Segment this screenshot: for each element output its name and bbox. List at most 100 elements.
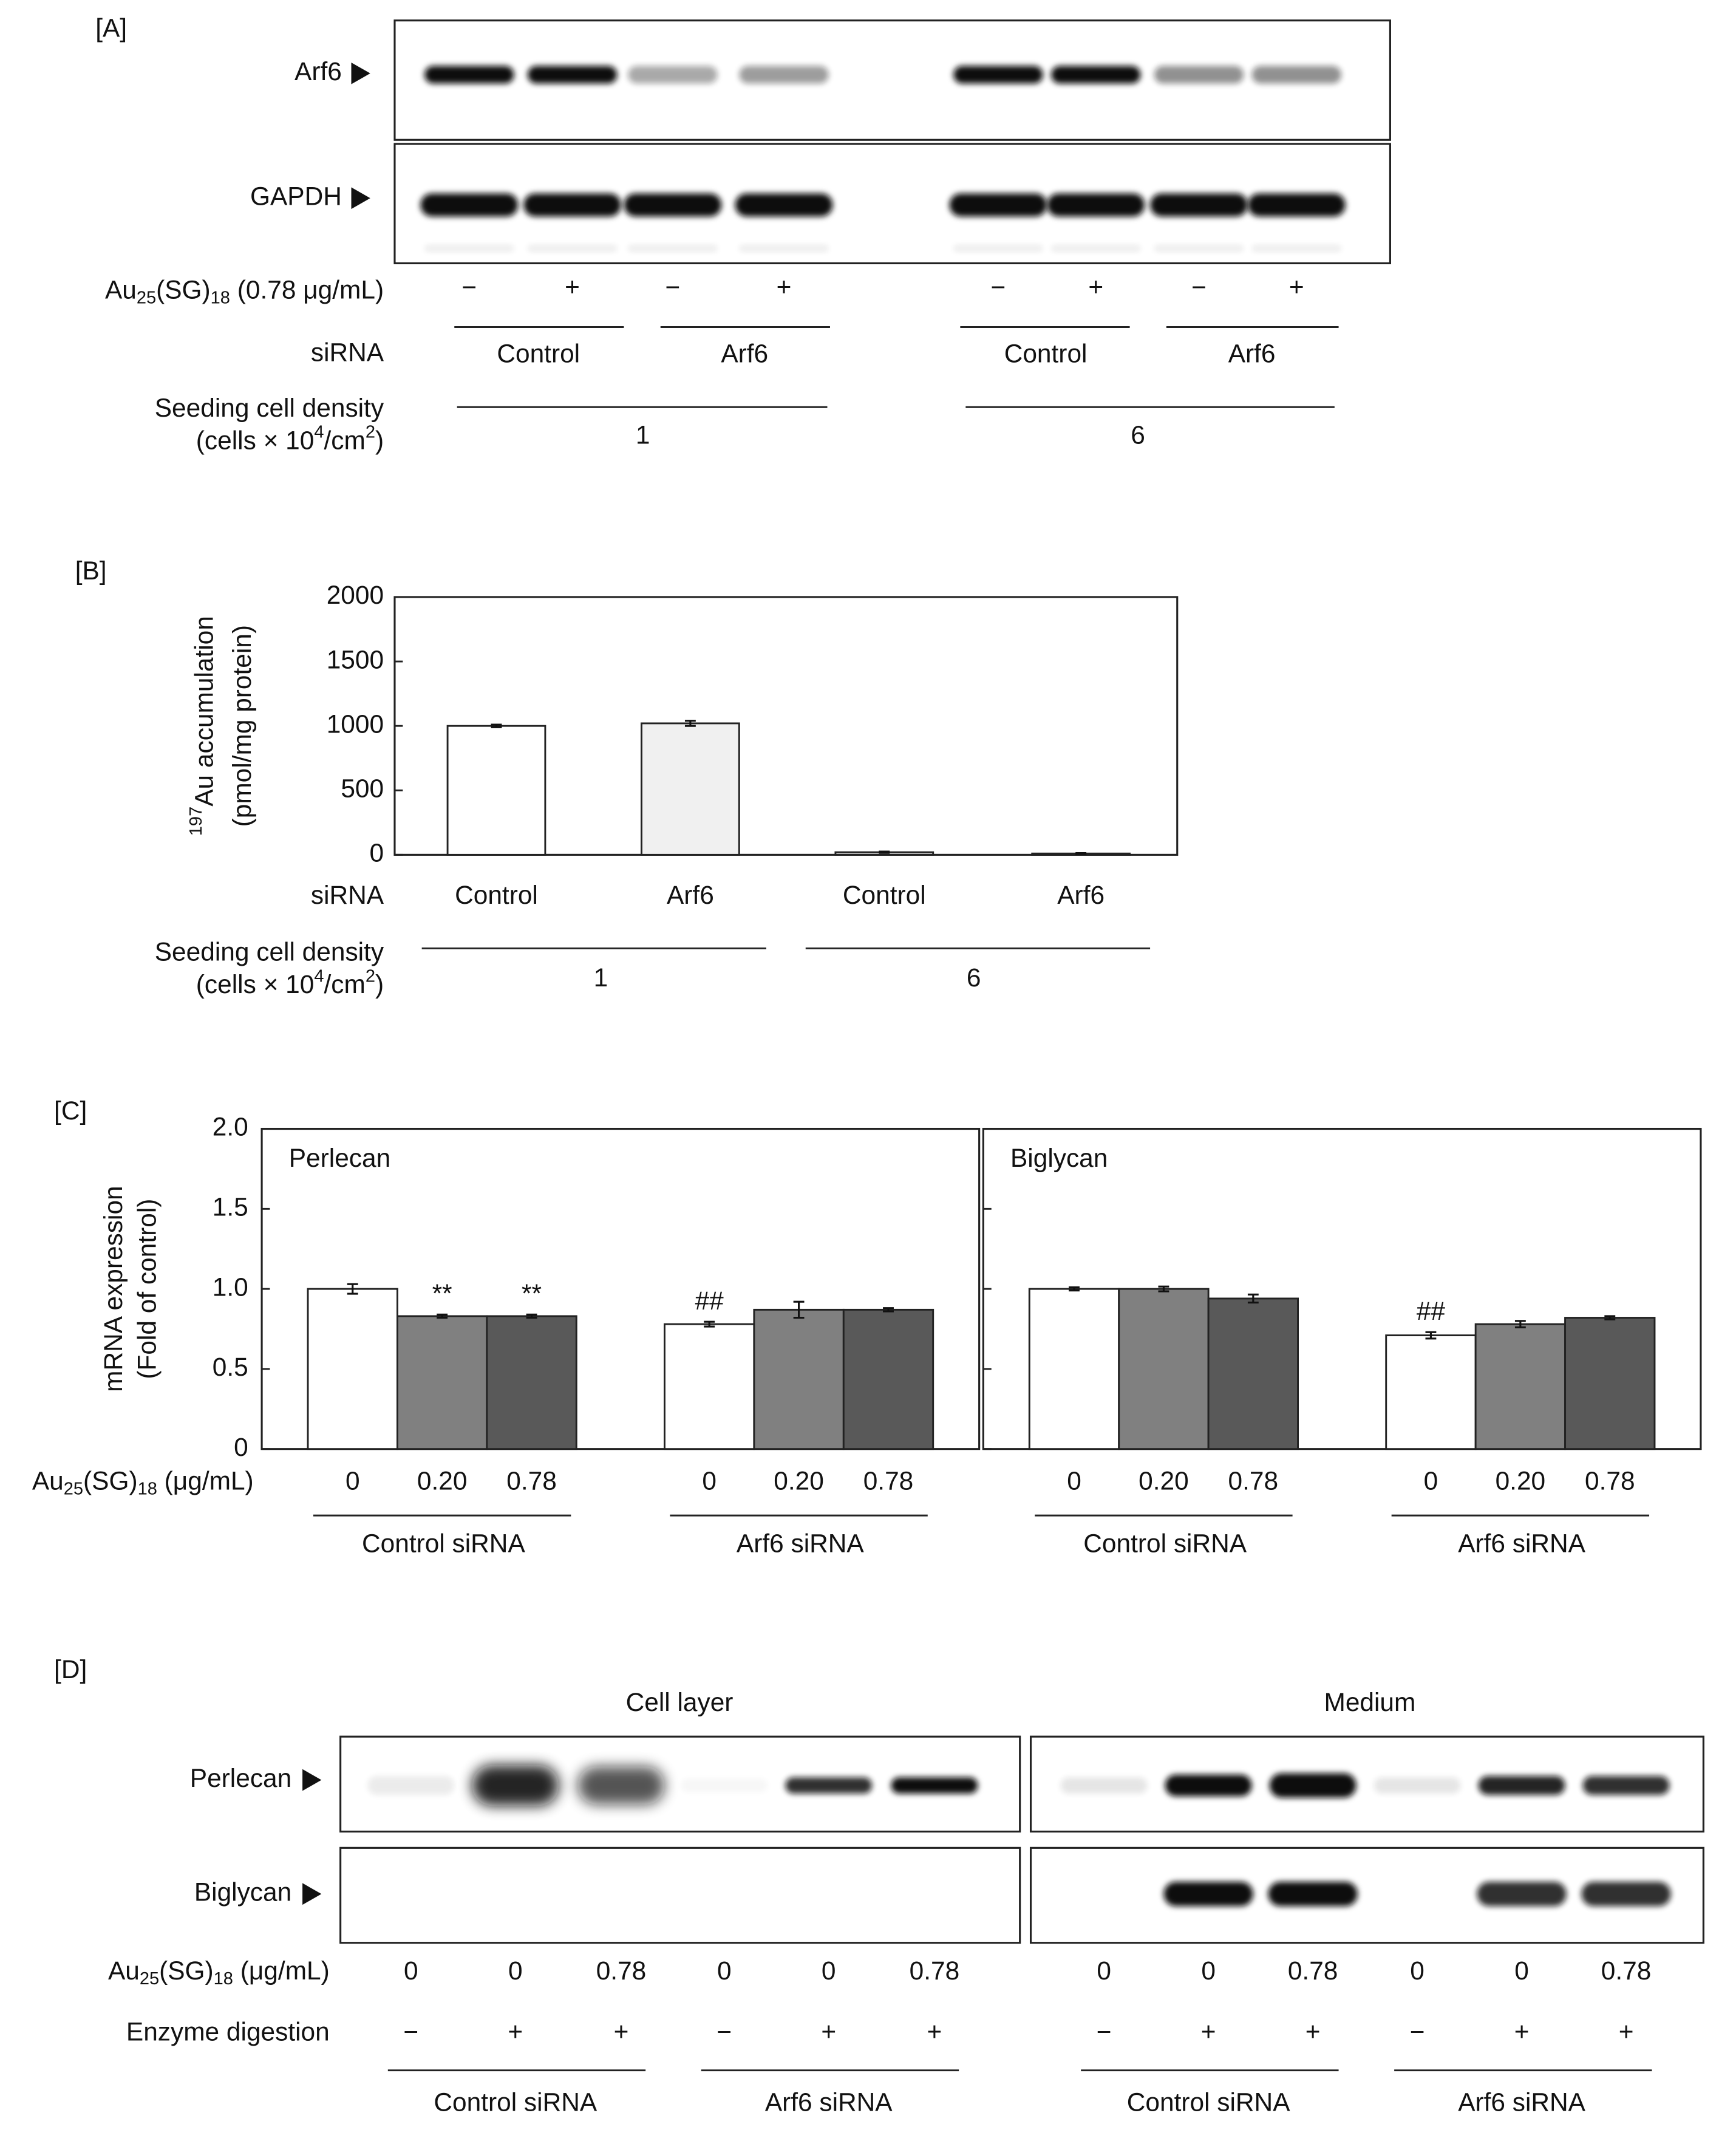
blot-band (949, 193, 1047, 217)
row-label: GAPDH (250, 182, 342, 211)
bar (664, 1323, 755, 1450)
group-label: 1 (594, 963, 608, 992)
blot-band (624, 193, 722, 217)
x-tick-label: 0.78 (1585, 1467, 1635, 1495)
label-part: 25 (64, 1479, 83, 1498)
y-tick-label: 2000 (327, 581, 384, 609)
label-part: 25 (140, 1969, 159, 1989)
panel-label: [C] (54, 1096, 87, 1125)
sirna-label: Arf6 (1228, 340, 1276, 368)
y-tick-label: 1.5 (213, 1193, 248, 1221)
treatment-value: 0 (1410, 1956, 1425, 1985)
y-tick-label: 0 (370, 839, 384, 867)
label-part: ) (375, 970, 384, 999)
blot-box (1029, 1846, 1704, 1944)
label-part: 25 (137, 288, 156, 307)
arrowhead (302, 1769, 322, 1791)
significance-mark: ** (522, 1279, 542, 1308)
row-label: Enzyme digestion (126, 2018, 330, 2046)
row-label: (cells × 104/cm2) (196, 422, 384, 454)
error-bar (1158, 1285, 1169, 1292)
treatment-value: 0.78 (1288, 1956, 1338, 1985)
blot-band (739, 245, 829, 252)
blot-band (1163, 1882, 1253, 1907)
x-tick-label: 0.78 (1228, 1467, 1279, 1495)
treatment-sign: + (777, 273, 792, 301)
label-part: /cm (324, 426, 365, 455)
group-label: Control siRNA (1083, 1529, 1247, 1557)
blot-band (1251, 66, 1342, 84)
bar (1385, 1334, 1477, 1450)
blot-band (681, 1778, 768, 1792)
y-axis-label: 197Au accumulation (186, 616, 219, 836)
blot-band (735, 193, 833, 217)
treatment-value: 0.78 (1601, 1956, 1652, 1985)
density-label: 6 (1131, 421, 1145, 449)
sirna-label: Arf6 (721, 340, 768, 368)
x-tick-label: 0.78 (506, 1467, 557, 1495)
label-part: (0.78 μg/mL) (230, 276, 384, 304)
enzyme-sign: + (927, 2018, 942, 2046)
x-tick-label: 0.20 (774, 1467, 824, 1495)
y-tick-label: 2.0 (213, 1113, 248, 1141)
row-label: (cells × 104/cm2) (196, 966, 384, 999)
label-part: (cells × 10 (196, 426, 315, 455)
blot-band (628, 245, 718, 252)
section-title: Cell layer (626, 1688, 734, 1716)
arrowhead (302, 1883, 322, 1905)
blot-band (523, 193, 621, 217)
blot-band (1051, 245, 1141, 252)
label-part: 18 (214, 1969, 233, 1989)
blot-band (472, 1765, 559, 1806)
blot-band (1165, 1774, 1252, 1797)
row-label: Arf6 (294, 57, 342, 86)
y-axis-label: (Fold of control) (133, 1199, 162, 1379)
error-bar (526, 1313, 537, 1319)
label-part: ) (375, 426, 384, 455)
treatment-label: Au25(SG)18 (0.78 μg/mL) (105, 276, 384, 308)
enzyme-sign: − (403, 2018, 418, 2046)
error-bar (1075, 852, 1087, 855)
treatment-value: 0 (1201, 1956, 1216, 1985)
blot-band (953, 66, 1043, 84)
x-axis-label: Au25(SG)18 (μg/mL) (32, 1467, 254, 1499)
group-label: Arf6 siRNA (765, 2088, 893, 2117)
x-tick-label: Arf6 (667, 881, 714, 909)
blot-band (424, 245, 514, 252)
blot-band (367, 1775, 455, 1795)
error-bar (879, 850, 890, 854)
error-bar (437, 1313, 448, 1319)
y-tick-label: 0.5 (213, 1353, 248, 1381)
section-title: Medium (1324, 1688, 1415, 1716)
x-tick-label: Control (455, 881, 538, 909)
treatment-value: 0.78 (596, 1956, 647, 1985)
blot-band (1477, 1882, 1567, 1907)
row-label: Perlecan (190, 1764, 291, 1792)
x-tick-label: Control (843, 881, 926, 909)
blot-band (891, 1777, 978, 1794)
bar (307, 1288, 398, 1450)
group-label: 6 (967, 963, 981, 992)
enzyme-sign: + (508, 2018, 523, 2046)
treatment-sign: − (991, 273, 1006, 301)
blot-band (527, 245, 618, 252)
label-part: Au accumulation (190, 616, 219, 807)
blot-band (1047, 193, 1145, 217)
blot-band (1269, 1773, 1356, 1798)
blot-band (424, 66, 514, 84)
blot-band (1247, 193, 1346, 217)
blot-band (739, 66, 829, 84)
blot-band (1154, 66, 1244, 84)
error-bar (704, 1320, 715, 1328)
blot-band (1154, 245, 1244, 252)
label-part: 18 (211, 288, 230, 307)
group-label: Control siRNA (434, 2088, 597, 2117)
density-label: 1 (636, 421, 650, 449)
treatment-value: 0 (822, 1956, 836, 1985)
treatment-value: 0 (717, 1956, 732, 1985)
facet-title: Perlecan (289, 1144, 390, 1172)
label-part: Au (108, 1956, 140, 1985)
x-tick-label: 0.20 (417, 1467, 468, 1495)
label-part: 4 (314, 422, 324, 442)
